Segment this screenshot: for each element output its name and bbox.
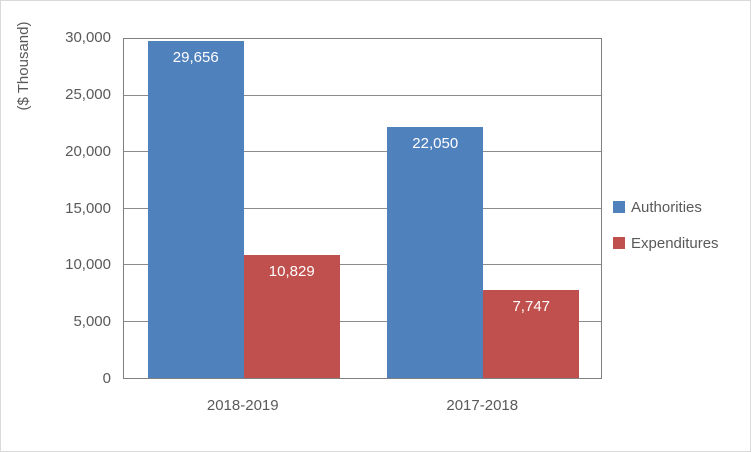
legend-swatch-icon	[613, 237, 625, 249]
legend-item-authorities: Authorities	[613, 197, 719, 217]
data-label: 22,050	[412, 135, 459, 153]
legend-label: Authorities	[631, 198, 702, 216]
x-category-2018-2019: 2018-2019	[206, 397, 279, 414]
gridline-15000	[124, 207, 601, 209]
bar-authorities-2017-2018: 22,050	[387, 127, 484, 378]
plot-area: 29,656 22,050 10,829 7,747	[123, 38, 602, 379]
data-label: 29,656	[172, 48, 219, 66]
y-tick-5,000: 5,000	[73, 313, 111, 331]
gridline-5000	[124, 320, 601, 322]
legend-label: Expenditures	[631, 234, 719, 252]
y-tick-30,000: 30,000	[65, 29, 111, 46]
legend-item-expenditures: Expenditures	[613, 233, 719, 253]
y-tick-20,000: 20,000	[65, 142, 111, 160]
bar-authorities-2018-2019: 29,656	[147, 40, 244, 378]
y-tick-25,000: 25,000	[65, 85, 111, 103]
gridline-25000	[124, 94, 601, 96]
legend-swatch-icon	[613, 201, 625, 213]
y-tick-15,000: 15,000	[65, 199, 111, 217]
y-tick-10,000: 10,000	[65, 256, 111, 274]
legend: Authorities Expenditures	[613, 197, 719, 269]
gridline-10000	[124, 264, 601, 265]
data-label: 10,829	[268, 262, 315, 280]
data-label: 7,747	[512, 297, 551, 315]
bar-expenditures-2018-2019: 10,829	[243, 254, 340, 378]
gridline-20000	[124, 151, 601, 152]
y-tick-0: 0	[102, 370, 111, 387]
x-category-2017-2018: 2017-2018	[446, 397, 519, 414]
bar-expenditures-2017-2018: 7,747	[483, 289, 580, 378]
